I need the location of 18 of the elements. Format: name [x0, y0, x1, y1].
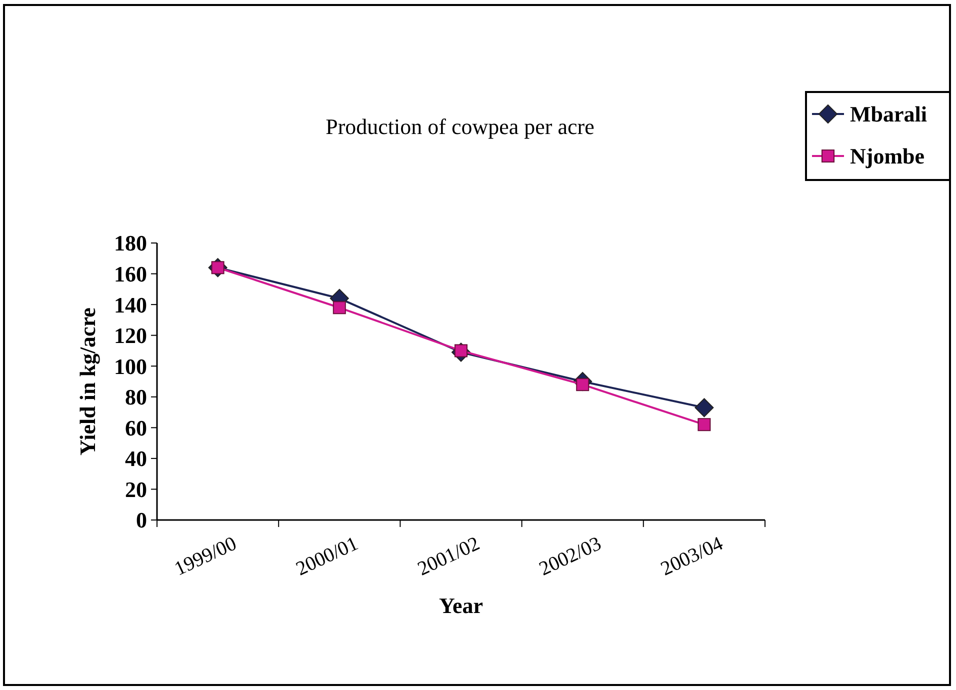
- point: [332, 301, 346, 314]
- point: [698, 418, 711, 432]
- y-tick-label: 180: [114, 230, 147, 256]
- y-tick-label: 140: [114, 292, 147, 318]
- y-tick-label: 120: [114, 323, 147, 348]
- y-axis-title: Yield in kg/acre: [75, 307, 100, 456]
- point: [694, 398, 714, 418]
- chart-title: Production of cowpea per acre: [326, 114, 594, 139]
- y-tick-label: 160: [114, 261, 147, 286]
- legend-label: Mbarali: [850, 102, 927, 127]
- y-tick-label: 40: [125, 446, 147, 472]
- y-tick-label: 100: [114, 354, 147, 379]
- y-tick-label: 20: [125, 476, 147, 502]
- y-tick-label: 80: [125, 384, 147, 410]
- y-tick-label: 60: [125, 415, 147, 440]
- x-axis-title: Year: [439, 593, 484, 618]
- legend-label: Njombe: [850, 144, 925, 169]
- y-tick-label: 0: [136, 508, 147, 533]
